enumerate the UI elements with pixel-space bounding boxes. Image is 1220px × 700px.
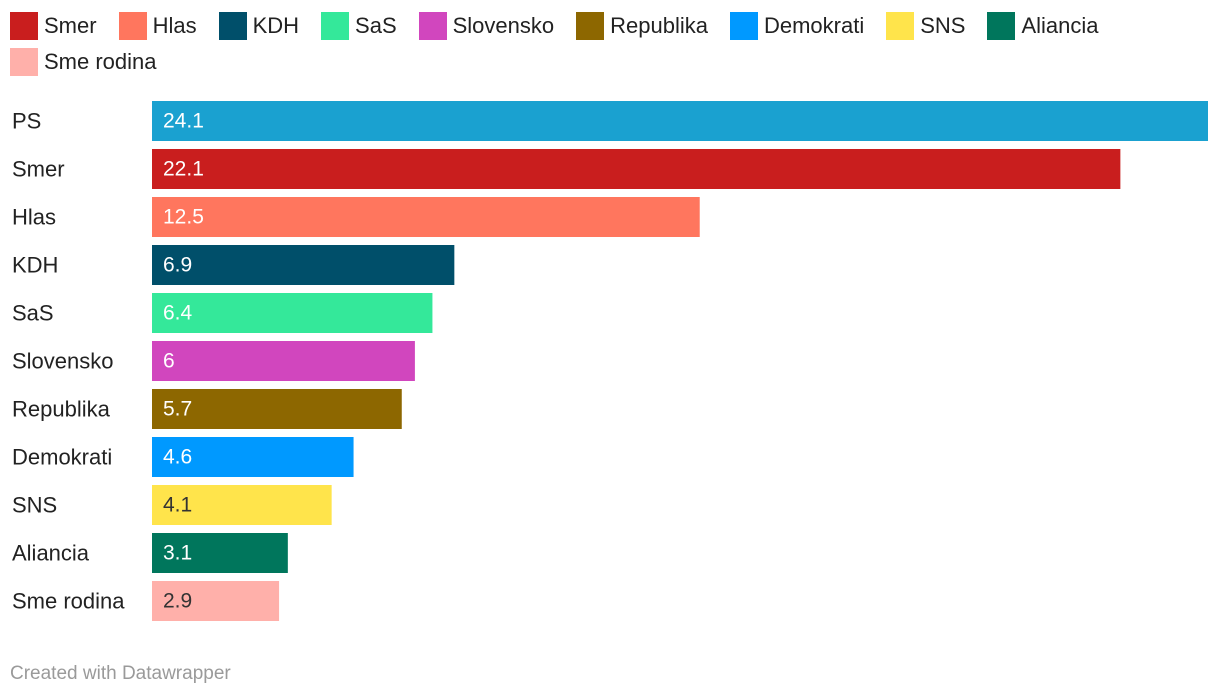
legend-swatch <box>218 12 247 40</box>
category-label: SaS <box>12 301 54 326</box>
bar <box>152 149 1121 189</box>
category-label: KDH <box>12 253 58 278</box>
category-label: Aliancia <box>12 541 90 566</box>
legend-label: Slovensko <box>452 13 555 38</box>
category-label: SNS <box>12 493 57 518</box>
category-label: PS <box>12 109 41 134</box>
bar <box>152 485 332 525</box>
legend-item: KDH <box>218 12 300 40</box>
value-label: 5.7 <box>163 398 192 421</box>
bar <box>152 293 433 333</box>
category-label: Slovensko <box>12 349 114 374</box>
legend-swatch <box>987 12 1016 40</box>
value-label: 4.6 <box>163 446 192 469</box>
legend-label: SaS <box>355 13 397 38</box>
legend-label: Demokrati <box>763 13 865 38</box>
legend-swatch <box>118 12 147 40</box>
bar <box>152 581 280 621</box>
legend-swatch <box>418 12 447 40</box>
legend-item: Smer <box>10 12 97 40</box>
chart-legend: Smer Hlas KDH SaS Slovensko Republika Demokrat… <box>10 12 1210 76</box>
bar-chart: PS 24.1 Smer 22.1 Hlas 12.5 KDH 6.9 SaS 6.4 Sloven… <box>12 101 1208 621</box>
value-label: 22.1 <box>163 158 204 181</box>
bar <box>152 389 402 429</box>
category-label: Hlas <box>12 205 56 230</box>
category-label: Demokrati <box>12 445 112 470</box>
legend-item: SaS <box>321 12 397 40</box>
category-label: Smer <box>12 157 65 182</box>
legend-label: Hlas <box>152 13 197 38</box>
bar <box>152 197 700 237</box>
legend-item: Hlas <box>118 12 197 40</box>
value-label: 6.9 <box>163 254 192 277</box>
legend-item: Aliancia <box>987 12 1099 40</box>
bar <box>152 245 455 285</box>
value-label: 2.9 <box>163 590 192 613</box>
legend-item: Sme rodina <box>10 48 157 76</box>
bar <box>152 437 354 477</box>
bar <box>152 101 1208 141</box>
legend-item: SNS <box>886 12 965 40</box>
legend-label: KDH <box>252 13 300 38</box>
legend-item: Republika <box>576 12 708 40</box>
category-label: Sme rodina <box>12 589 125 614</box>
legend-label: Smer <box>44 13 97 38</box>
legend-label: Republika <box>610 13 708 38</box>
value-label: 24.1 <box>163 110 204 133</box>
legend-swatch <box>729 12 758 40</box>
datawrapper-credit: Created with Datawrapper <box>10 663 231 684</box>
legend-label: Sme rodina <box>44 49 157 74</box>
legend-swatch <box>321 12 350 40</box>
bar <box>152 341 415 381</box>
bar <box>152 533 288 573</box>
legend-label: Aliancia <box>1021 13 1099 38</box>
legend-item: Slovensko <box>418 12 555 40</box>
value-label: 12.5 <box>163 206 204 229</box>
value-label: 4.1 <box>163 494 192 517</box>
legend-item: Demokrati <box>729 12 865 40</box>
category-label: Republika <box>12 397 111 422</box>
value-label: 6.4 <box>163 302 193 325</box>
legend-swatch <box>10 48 38 76</box>
legend-swatch <box>10 12 38 40</box>
legend-swatch <box>886 12 915 40</box>
value-label: 6 <box>163 350 175 373</box>
legend-swatch <box>576 12 605 40</box>
legend-label: SNS <box>920 13 966 38</box>
value-label: 3.1 <box>163 542 192 565</box>
